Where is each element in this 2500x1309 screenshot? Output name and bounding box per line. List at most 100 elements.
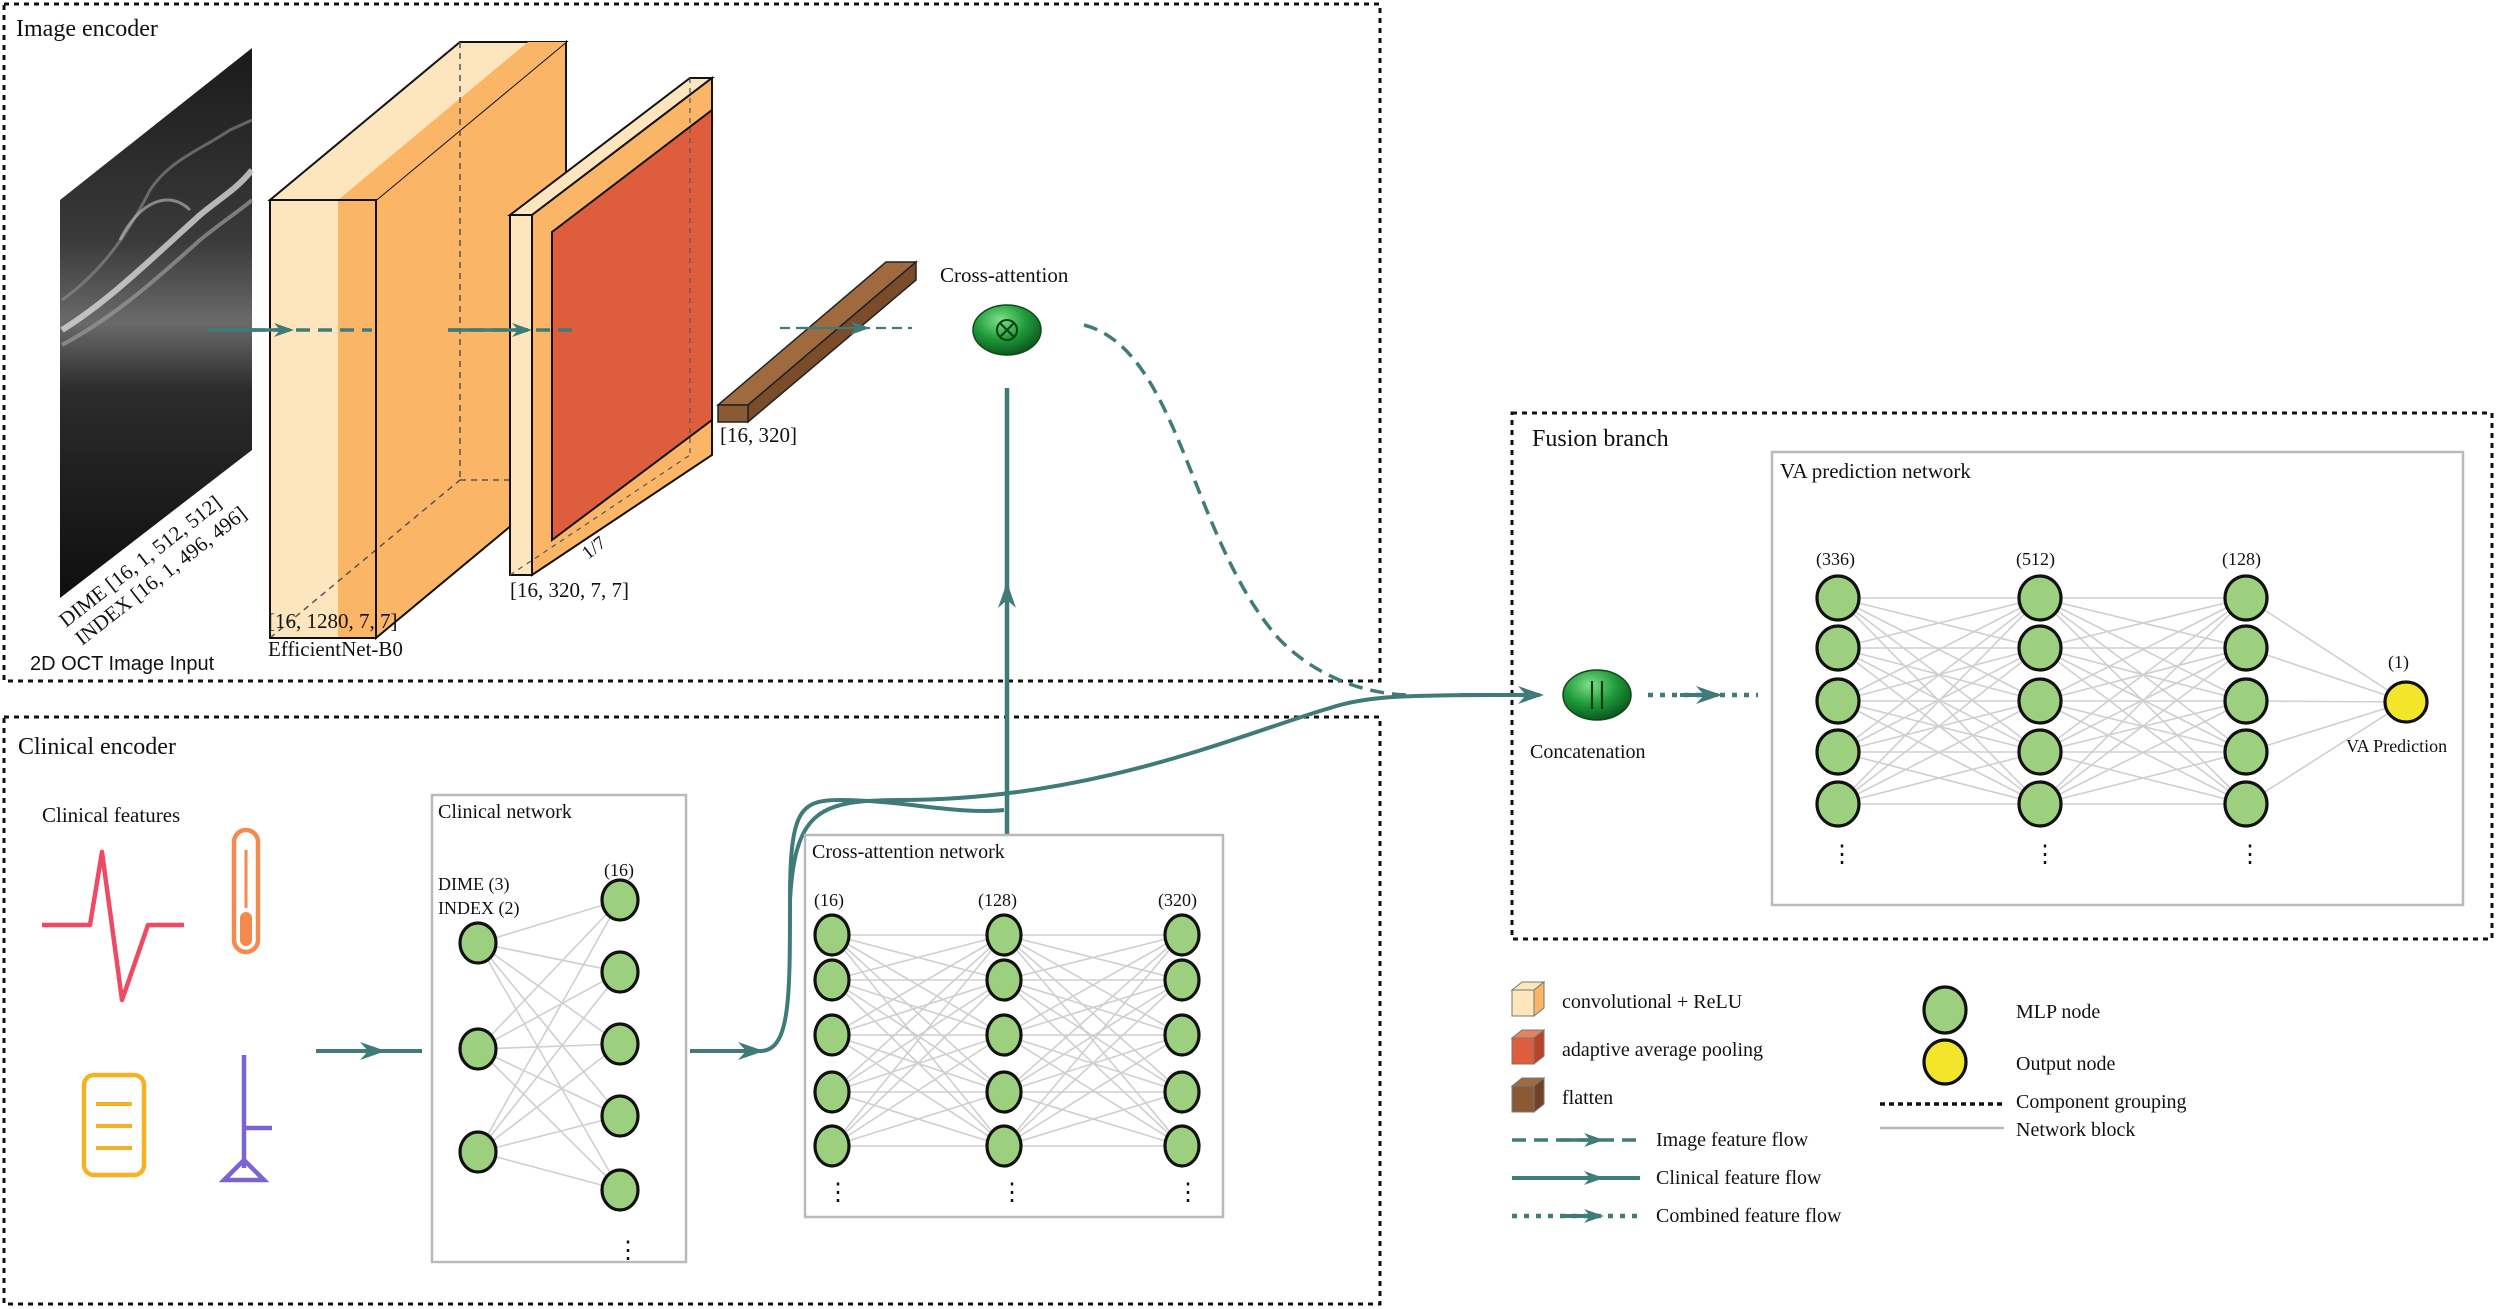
cross-net-edge [1003,1091,1183,1147]
va-net-output-edge [2245,701,2407,805]
cross-net-node-l2 [1163,958,1201,1002]
clinical-output-count: (16) [604,860,634,881]
clinical-net-node-l1 [600,1094,640,1138]
clinical-net-edge [477,942,621,1045]
va-net-node-l1 [2017,677,2063,725]
fusion-branch-group [1510,411,2494,941]
cross-net-edge [1003,979,1183,1093]
cross-ellipsis-1: ⋮ [1000,1180,1024,1206]
clinical-net-edge [477,1043,621,1153]
pool-block [507,75,715,577]
clinical-ellipsis: ⋮ [616,1238,640,1264]
clinical-encoder-title: Clinical encoder [18,734,176,760]
cross-net-node-l0 [813,1124,851,1168]
legend-mlp-node [1922,985,1968,1035]
va-net-edge [2039,597,2247,649]
cross-net-edge [1003,934,1183,1036]
va-net-edge [2039,700,2247,805]
va-network-title: VA prediction network [1780,459,1971,483]
va-ellipsis-2: ⋮ [2238,842,2262,868]
legend-output-node [1922,1038,1968,1086]
clinical-net-edge [477,942,621,1191]
cross-net-edge [831,934,1005,1093]
pool-dims: [16, 320, 7, 7] [510,578,629,602]
concatenation-operator [1562,669,1632,721]
va-net-node-l1 [2017,728,2063,776]
oct-image [60,48,255,598]
va-net-edges [1837,597,2407,805]
legend-combined-flow-label: Combined feature flow [1656,1205,1842,1227]
clinical-net-node-l1 [600,1168,640,1212]
cross-attention-operator [972,304,1042,356]
cross-net-node-l0 [813,958,851,1002]
va-net-node-l2 [2223,780,2269,828]
legend-pool-swatch [1510,1028,1546,1066]
clinical-split-flow [759,797,1005,1053]
clinical-net-node-l0 [458,1130,498,1174]
clinical-net-edge [477,1048,621,1191]
cross-net-node-l2 [1163,913,1201,957]
va-net-edge [1837,597,2041,649]
cross-ellipsis-0: ⋮ [826,1180,850,1206]
va-output-label: VA Prediction [2346,736,2447,756]
clinical-net-edge [477,1043,621,1050]
va-net-nodes [1815,574,2429,828]
va-net-node-l1 [2017,624,2063,672]
legend-flatten-label: flatten [1562,1087,1613,1109]
va-net-output-node [2383,680,2429,724]
legend-output-label: Output node [2016,1053,2116,1075]
cross-layer-label-1: (128) [978,890,1017,911]
input-image-label: 2D OCT Image Input [30,653,215,675]
cross-net-edge [831,934,1005,981]
cross-net-node-l2 [1163,1070,1201,1114]
cross-net-node-l0 [813,913,851,957]
cross-net-edge [831,979,1005,1093]
clinical-net-node-l1 [600,878,640,922]
clinical-net-edge [477,899,621,1153]
legend-conv-label: convolutional + ReLU [1562,991,1743,1013]
fusion-branch-title: Fusion branch [1532,426,1669,452]
cross-attention-network-block [803,833,1225,1219]
cross-attention-network-title: Cross-attention network [812,841,1005,863]
clinical-net-nodes [458,878,640,1212]
va-ellipsis-0: ⋮ [1830,842,1854,868]
cross-net-edge [831,1034,1005,1147]
va-prediction-network [1815,574,2429,828]
va-net-node-l2 [2223,624,2269,672]
va-net-edge [1837,597,2041,702]
va-ellipsis-1: ⋮ [2033,842,2057,868]
legend-clinical-flow-label: Clinical feature flow [1656,1167,1822,1189]
va-net-node-l1 [2017,574,2063,622]
clinical-net-edge [477,1048,621,1117]
legend-flatten-swatch [1510,1076,1546,1114]
document-icon [81,1072,147,1178]
cross-net-node-l0 [813,1070,851,1114]
image-encoder-group [2,2,1382,683]
clinical-net-node-l1 [600,1022,640,1066]
legend-pool-label: adaptive average pooling [1562,1039,1763,1061]
cross-net-edge [1003,979,1183,1147]
legend-mlp-label: MLP node [2016,1001,2100,1023]
conv-dims: [16, 1280, 7, 7] [268,609,398,633]
va-net-node-l2 [2223,574,2269,622]
legend-component-label: Component grouping [2016,1091,2187,1113]
va-net-edge [2039,597,2247,753]
va-net-output-edge [2245,701,2407,753]
va-net-edge [2039,597,2247,702]
clinical-network-title: Clinical network [438,801,572,823]
clinical-features-label: Clinical features [42,803,180,827]
va-net-node-l0 [1815,780,1861,828]
va-net-edge [1837,751,2041,805]
thermometer-icon [231,827,261,955]
legend-image-flow-label: Image feature flow [1656,1129,1809,1151]
clinical-input-index: INDEX (2) [438,898,519,919]
clinical-net-node-l0 [458,921,498,965]
cane-icon [218,1055,272,1183]
clinical-to-fusion-flow [788,693,1501,901]
clinical-net-edge [477,971,621,1153]
cross-net-edge [1003,979,1183,1036]
va-network-block [1770,450,2465,907]
va-net-output-edge [2245,647,2407,703]
va-net-node-l0 [1815,624,1861,672]
conv-name: EfficientNet-B0 [268,637,403,661]
